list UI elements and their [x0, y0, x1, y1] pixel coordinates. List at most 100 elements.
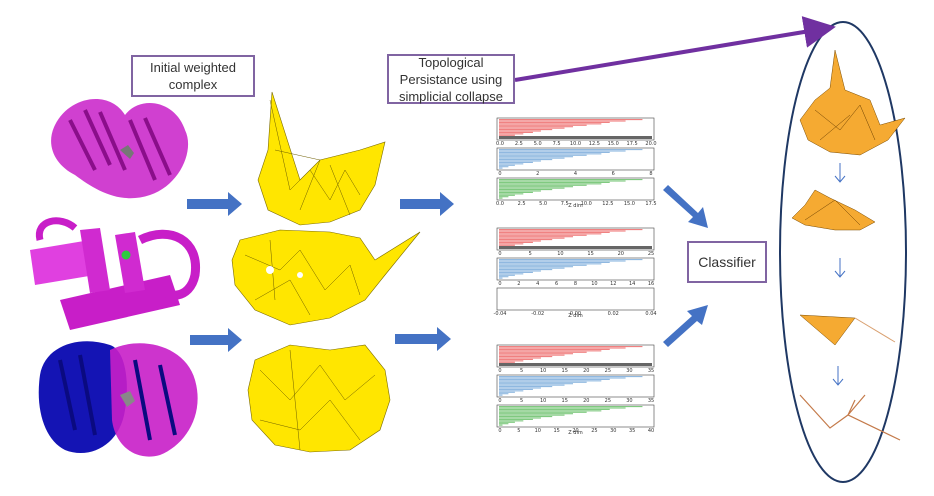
- barcode-bar: [499, 378, 610, 380]
- initial-complex-line-2: complex: [168, 77, 218, 92]
- barcode-bar: [499, 127, 565, 129]
- barcode-tick-label: 0: [498, 171, 501, 177]
- protein-bottom: [38, 341, 198, 457]
- complex-bottom: [247, 344, 391, 453]
- barcode-plot-3: 0 5 10 15 20 25 30 35 0 5 10 15 20 25 30 35 0 5 10 15 20 25 30…: [496, 344, 655, 436]
- barcode-bar: [499, 411, 587, 413]
- barcode-bar: [499, 354, 565, 356]
- barcode-bar: [499, 266, 574, 268]
- barcode-tick-label: 0.00: [570, 311, 581, 317]
- barcode-tick-label: 15: [562, 398, 568, 404]
- barcode-bar: [499, 261, 610, 263]
- barcode-bar: [499, 418, 533, 420]
- barcode-bar: [499, 129, 553, 131]
- barcode-tick-label: 10: [591, 281, 597, 287]
- barcode-bar: [499, 166, 509, 168]
- barcode-bar: [499, 119, 643, 121]
- barcode-bar: [499, 393, 509, 395]
- collapse-stage-3: [799, 314, 896, 346]
- barcode-tick-label: 8: [649, 171, 652, 177]
- barcode-tick-label: 0: [498, 398, 501, 404]
- barcode-bar: [499, 123, 602, 125]
- barcode-bar: [499, 179, 643, 181]
- barcode-tick-label: 7.5: [553, 141, 561, 147]
- barcode-tick-label: 20: [572, 428, 578, 434]
- barcode-tick-label: 5: [517, 428, 520, 434]
- barcode-bar: [499, 164, 515, 166]
- collapse-ellipse: [779, 21, 907, 483]
- barcode-bar: [499, 274, 515, 276]
- barcode-tick-label: 5.0: [534, 141, 542, 147]
- barcode-tick-label: 35: [648, 368, 654, 374]
- barcode-bar: [499, 361, 515, 363]
- barcode-tick-label: 0.0: [496, 141, 504, 147]
- barcode-tick-label: 0: [498, 428, 501, 434]
- barcode-tick-label: 0.0: [496, 201, 504, 207]
- barcode-tick-label: 4: [536, 281, 539, 287]
- barcode-bar: [499, 149, 643, 151]
- barcode-tick-label: 10: [540, 398, 546, 404]
- barcode-tick-label: 17.5: [645, 201, 656, 207]
- barcode-tick-label: 30: [626, 368, 632, 374]
- barcode-tick-label: 2.5: [518, 201, 526, 207]
- barcode-tick-label: 5: [529, 251, 532, 257]
- barcode-bar: [499, 384, 565, 386]
- barcode-bar: [499, 121, 610, 123]
- barcode-plot-2: 0 5 10 15 20 25 0 2 4 6 8 10 12 14 16 -0.04 -0.02 0.00 0.0…: [494, 227, 657, 319]
- barcode-bar: [499, 350, 602, 352]
- barcode-tick-label: 15.0: [608, 141, 619, 147]
- barcode-bar: [499, 239, 553, 241]
- barcode-bar: [499, 264, 587, 266]
- barcode-bar: [499, 270, 541, 272]
- topological-line-3: simplicial collapse: [398, 88, 504, 104]
- barcode-plot-1: 0.0 2.5 5.0 7.5 10.0 12.5 15.0 17.5 20.0 0 2 4 6 8 0.0…: [496, 117, 657, 209]
- barcode-tick-label: 7.5: [561, 201, 569, 207]
- barcode-bar: [499, 423, 509, 425]
- barcode-tick-label: 5: [520, 368, 523, 374]
- barcode-tick-label: 25: [591, 428, 597, 434]
- barcode-bar: [499, 420, 524, 422]
- barcode-tick-label: 0.02: [608, 311, 619, 317]
- barcode-tick-label: 5: [520, 398, 523, 404]
- barcode-tick-label: 2: [536, 171, 539, 177]
- barcode-bar: [499, 353, 574, 355]
- barcode-tick-label: 16: [648, 281, 654, 287]
- down-arrow-1: [834, 163, 846, 183]
- barcode-bar: [499, 183, 602, 185]
- barcode-tick-label: 8: [574, 281, 577, 287]
- barcode-bar: [499, 159, 553, 161]
- barcode-bar: [499, 376, 643, 378]
- barcode-bar: [499, 383, 574, 385]
- barcode-bar: [499, 360, 524, 362]
- barcode-bar: [499, 347, 626, 349]
- complex-top: [257, 91, 386, 226]
- barcode-tick-label: 30: [610, 428, 616, 434]
- initial-complex-line-1: Initial weighted: [150, 60, 236, 75]
- topological-label-box: Topological Persistance using simplicial c…: [387, 54, 515, 104]
- barcode-bar: [499, 260, 626, 262]
- barcode-bar: [499, 184, 587, 186]
- barcode-tick-label: 5.0: [539, 201, 547, 207]
- barcode-bar: [499, 181, 610, 183]
- barcode-bar: [499, 151, 610, 153]
- barcode-bar: [499, 160, 541, 162]
- barcode-bar: [499, 154, 587, 156]
- barcode-tick-label: 20.0: [645, 141, 656, 147]
- big-purple-arrow: [514, 16, 836, 82]
- barcode-bar: [499, 243, 524, 245]
- barcode-bar: [499, 386, 553, 388]
- barcode-tick-label: 30: [626, 398, 632, 404]
- barcode-bar: [499, 388, 533, 390]
- barcode-tick-label: 14: [629, 281, 635, 287]
- barcode-bar: [499, 233, 602, 235]
- barcode-bar: [499, 416, 553, 418]
- barcode-bar: [499, 406, 643, 408]
- barcode-tick-label: 10.0: [570, 141, 581, 147]
- barcode-bar: [499, 351, 587, 353]
- arrow-protein-top: [187, 192, 242, 216]
- arrow-to-classifier-bottom: [663, 305, 708, 347]
- barcode-bar: [499, 231, 610, 233]
- barcode-xlabel: Z dim: [568, 203, 583, 209]
- barcode-plots: 0.0 2.5 5.0 7.5 10.0 12.5 15.0 17.5 20.00 2 4 6 80.0…: [494, 117, 657, 436]
- barcode-tick-label: 6: [612, 171, 615, 177]
